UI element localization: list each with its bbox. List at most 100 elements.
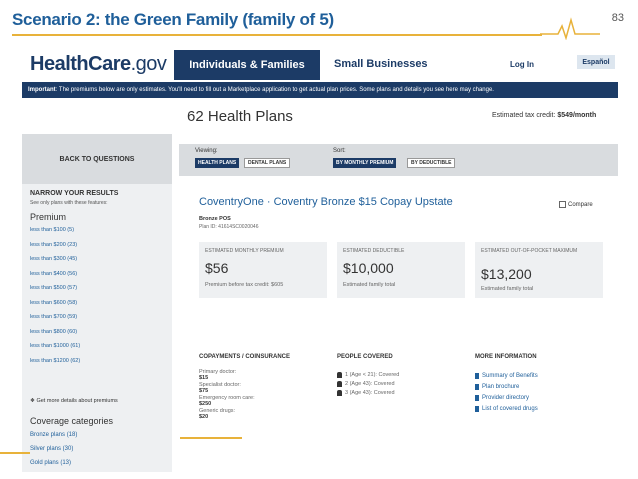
notice-label: Important [28,87,56,93]
nav-individuals-families[interactable]: Individuals & Families [174,50,320,80]
narrow-results-title: NARROW YOUR RESULTS [30,190,119,197]
coverage-filter-item[interactable]: Bronze plans (18) [30,432,78,438]
document-icon [475,383,479,390]
title-underline [12,34,542,36]
document-icon [475,372,479,379]
copay-label: Specialist doctor: [199,382,241,388]
health-plans-toggle[interactable]: HEALTH PLANS [195,158,240,168]
more-premium-details-link[interactable]: ❖ Get more details about premiums [30,398,118,404]
heartbeat-icon [540,17,600,40]
coverage-filter-item[interactable]: Gold plans (13) [30,460,72,466]
plan-metal-type: Bronze POS [199,216,231,222]
plan-id: Plan ID: 41614SC0020046 [199,224,259,230]
covered-drugs-link[interactable]: List of covered drugs [475,403,538,414]
document-icon [475,405,479,412]
copay-item: Generic drugs: $20 [199,408,255,421]
site-header: HealthCare.gov Individuals & Families Sm… [22,46,618,82]
compare-checkbox[interactable]: Compare [559,201,593,208]
info-link-label: List of covered drugs [482,405,538,412]
out-of-pocket-box: ESTIMATED OUT-OF-POCKET MAXIMUM $13,200 … [475,242,603,298]
tax-credit-label: Estimated tax credit: [492,112,556,119]
premium-label: ESTIMATED MONTHLY PREMIUM [205,248,284,254]
info-icon: ❖ [30,398,37,404]
copay-label: Emergency room care: [199,395,255,401]
person-covered: 2 (Age 43): Covered [337,379,399,388]
copay-value: $250 [199,401,212,407]
premium-filter-item[interactable]: less than $500 (57) [30,285,78,291]
oop-value: $13,200 [481,266,532,282]
person-covered: 3 (Age 43): Covered [337,388,399,397]
person-icon [337,389,342,396]
premium-filter-item[interactable]: less than $400 (56) [30,270,78,277]
logo-suffix: .gov [130,53,167,75]
copay-item: Primary doctor: $15 [199,369,255,382]
coverage-filter-list: Bronze plans (18) Silver plans (30) Gold… [30,432,77,472]
copay-list: Primary doctor: $15 Specialist doctor: $75… [199,369,255,421]
premium-filter-item[interactable]: less than $100 (5) [30,227,75,233]
more-information-list: Summary of Benefits Plan brochure Provid… [475,370,538,414]
compare-label: Compare [568,201,593,208]
info-link-label: Provider directory [482,394,530,401]
plan-name-link[interactable]: CoventryOne · Coventry Bronze $15 Copay … [199,196,453,208]
premium-filter-item[interactable]: less than $700 (59) [30,314,78,320]
sort-by-premium-toggle[interactable]: BY MONTHLY PREMIUM [333,158,397,168]
copay-heading: COPAYMENTS / COINSURANCE [199,354,291,360]
document-icon [475,394,479,401]
copay-item: Specialist doctor: $75 [199,382,255,395]
person-icon [337,371,342,378]
narrow-results-subtitle: See only plans with these features: [30,200,108,206]
person-icon [337,380,342,387]
deductible-box: ESTIMATED DEDUCTIBLE $10,000 Estimated f… [337,242,465,298]
sort-by-deductible-toggle[interactable]: BY DEDUCTIBLE [407,158,456,168]
oop-label: ESTIMATED OUT-OF-POCKET MAXIMUM [481,248,578,254]
nav-small-businesses[interactable]: Small Businesses [334,58,428,70]
plans-count: 62 Health Plans [187,108,293,125]
healthcare-screenshot: HealthCare.gov Individuals & Families Sm… [22,46,618,472]
person-label: 3 (Age 43): Covered [345,389,395,396]
slide-title: Scenario 2: the Green Family (family of … [12,10,334,29]
viewing-label: Viewing: [195,148,218,154]
premium-filter-list: less than $100 (5) less than $200 (23) l… [30,227,80,372]
premium-filter-item[interactable]: less than $1000 (61) [30,343,81,349]
filter-sidebar: BACK TO QUESTIONS NARROW YOUR RESULTS Se… [22,134,172,472]
back-to-questions-button[interactable]: BACK TO QUESTIONS [22,134,172,184]
deductible-label: ESTIMATED DEDUCTIBLE [343,248,405,254]
premium-filter-item[interactable]: less than $300 (45) [30,256,78,262]
copay-value: $20 [199,414,209,420]
dental-plans-toggle[interactable]: DENTAL PLANS [244,158,291,168]
info-link-label: Summary of Benefits [482,372,538,379]
people-covered-heading: PEOPLE COVERED [337,354,393,360]
healthcare-logo[interactable]: HealthCare.gov [30,53,167,76]
more-details-label: Get more details about premiums [36,398,118,404]
copay-label: Primary doctor: [199,369,237,375]
copay-item: Emergency room care: $250 [199,395,255,408]
provider-directory-link[interactable]: Provider directory [475,392,538,403]
more-information-heading: MORE INFORMATION [475,354,537,360]
logo-main: HealthCare [30,53,131,75]
premium-filter-item[interactable]: less than $1200 (62) [30,357,81,364]
coverage-filter-item[interactable]: Silver plans (30) [30,446,74,452]
premium-filter-item[interactable]: less than $600 (58) [30,299,78,306]
premium-heading: Premium [30,212,67,222]
important-notice: Important: The premiums below are only e… [22,82,618,98]
person-label: 1 (Age < 21): Covered [345,371,400,378]
plan-brochure-link[interactable]: Plan brochure [475,381,538,392]
people-covered-list: 1 (Age < 21): Covered 2 (Age 43): Covere… [337,370,399,397]
summary-of-benefits-link[interactable]: Summary of Benefits [475,370,538,381]
deductible-value: $10,000 [343,260,394,276]
espanol-button[interactable]: Español [577,55,615,69]
copay-label: Generic drugs: [199,408,236,414]
premium-filter-item[interactable]: less than $800 (60) [30,328,78,335]
person-covered: 1 (Age < 21): Covered [337,370,399,379]
view-sort-bar: Viewing: HEALTH PLANS DENTAL PLANS Sort:… [179,144,618,176]
decorative-line-bottom [180,437,242,439]
decorative-line-left [0,452,30,454]
login-link[interactable]: Log In [510,60,534,69]
copay-value: $15 [199,375,209,381]
person-label: 2 (Age 43): Covered [345,380,395,387]
sort-label: Sort: [333,148,346,154]
checkbox-icon[interactable] [559,201,566,208]
premium-filter-item[interactable]: less than $200 (23) [30,241,78,248]
copay-value: $75 [199,388,209,394]
estimated-tax-credit: Estimated tax credit: $549/month [492,112,596,119]
